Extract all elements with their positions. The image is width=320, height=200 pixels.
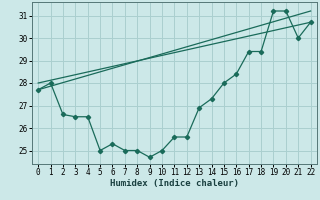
- X-axis label: Humidex (Indice chaleur): Humidex (Indice chaleur): [110, 179, 239, 188]
